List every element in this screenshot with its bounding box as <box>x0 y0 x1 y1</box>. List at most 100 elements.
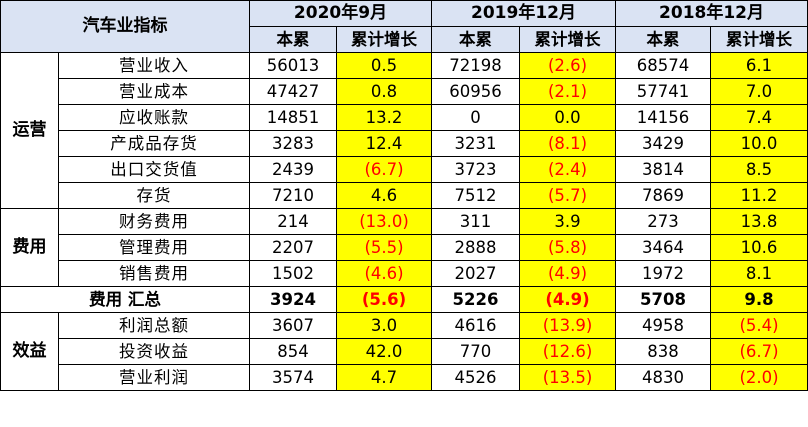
growth-value: (2.1) <box>518 78 617 105</box>
table-row: 管理费用 2207 (5.5) 2888 (5.8) 3464 10.6 <box>1 234 808 261</box>
cumulative-value: 214 <box>249 208 337 235</box>
growth-value: 4.6 <box>336 182 432 209</box>
table-row: 费用 汇总 3924 (5.6) 5226 (4.9) 5708 9.8 <box>0 286 808 313</box>
cumulative-value: 1502 <box>249 260 337 287</box>
cumulative-value: 3723 <box>431 156 520 183</box>
cumulative-value: 56013 <box>249 52 337 79</box>
growth-value: 10.0 <box>710 130 808 157</box>
growth-value: (5.6) <box>336 286 432 313</box>
cumulative-value: 5708 <box>615 286 712 313</box>
cumulative-value: 770 <box>431 338 520 365</box>
growth-value: (5.4) <box>710 312 808 339</box>
growth-value: 12.4 <box>336 130 432 157</box>
row-label: 销售费用 <box>58 260 250 287</box>
cumulative-value: 47427 <box>249 78 337 105</box>
cumulative-value: 311 <box>431 208 520 235</box>
subcol-cumulative: 本累 <box>249 26 337 53</box>
cumulative-value: 3924 <box>249 286 337 313</box>
subcol-growth: 累计增长 <box>518 26 617 53</box>
growth-value: 0.5 <box>336 52 432 79</box>
auto-industry-indicator-table: 汽车业指标 2020年9月 2019年12月 2018年12月 本累 累计增长 … <box>0 0 808 391</box>
table-row: 营业利润 3574 4.7 4526 (13.5) 4830 (2.0) <box>1 364 808 391</box>
table-row: 效益 利润总额 3607 3.0 4616 (13.9) 4958 (5.4) <box>0 312 808 391</box>
growth-value: 3.0 <box>336 312 432 339</box>
row-label: 财务费用 <box>58 208 250 235</box>
growth-value: 0.0 <box>518 104 617 131</box>
row-label: 产成品存货 <box>58 130 250 157</box>
growth-value: (13.5) <box>518 364 617 391</box>
row-label: 营业利润 <box>58 364 250 391</box>
cumulative-value: 2439 <box>249 156 337 183</box>
row-label: 出口交货值 <box>58 156 250 183</box>
growth-value: 7.4 <box>710 104 808 131</box>
cumulative-value: 7512 <box>431 182 520 209</box>
growth-value: (13.9) <box>518 312 617 339</box>
growth-value: 0.8 <box>336 78 432 105</box>
row-label: 管理费用 <box>58 234 250 261</box>
growth-value: 42.0 <box>336 338 432 365</box>
cumulative-value: 57741 <box>615 78 712 105</box>
cumulative-value: 5226 <box>431 286 520 313</box>
growth-value: (2.6) <box>518 52 617 79</box>
growth-value: (8.1) <box>518 130 617 157</box>
growth-value: (13.0) <box>336 208 432 235</box>
cumulative-value: 2207 <box>249 234 337 261</box>
row-label: 费用 汇总 <box>0 286 250 313</box>
cumulative-value: 0 <box>431 104 520 131</box>
cumulative-value: 854 <box>249 338 337 365</box>
table-row: 存货 7210 4.6 7512 (5.7) 7869 11.2 <box>1 182 808 209</box>
cumulative-value: 14851 <box>249 104 337 131</box>
cumulative-value: 4958 <box>615 312 712 339</box>
cumulative-value: 838 <box>615 338 712 365</box>
row-label: 应收账款 <box>58 104 250 131</box>
cumulative-value: 3464 <box>615 234 712 261</box>
growth-value: 7.0 <box>710 78 808 105</box>
subcol-cumulative: 本累 <box>615 26 712 53</box>
growth-value: (5.5) <box>336 234 432 261</box>
table-row: 销售费用 1502 (4.6) 2027 (4.9) 1972 8.1 <box>1 260 808 287</box>
growth-value: (4.9) <box>518 286 617 313</box>
cumulative-value: 2027 <box>431 260 520 287</box>
growth-value: 13.8 <box>710 208 808 235</box>
table-row: 投资收益 854 42.0 770 (12.6) 838 (6.7) <box>1 338 808 365</box>
growth-value: (6.7) <box>336 156 432 183</box>
row-label: 利润总额 <box>58 312 250 339</box>
row-label: 营业收入 <box>58 52 250 79</box>
row-label: 营业成本 <box>58 78 250 105</box>
cumulative-value: 7869 <box>615 182 712 209</box>
table-title: 汽车业指标 <box>0 0 250 53</box>
table-row: 出口交货值 2439 (6.7) 3723 (2.4) 3814 8.5 <box>1 156 808 183</box>
category-label: 运营 <box>0 52 59 209</box>
growth-value: 3.9 <box>518 208 617 235</box>
cumulative-value: 2888 <box>431 234 520 261</box>
growth-value: 4.7 <box>336 364 432 391</box>
cumulative-value: 3283 <box>249 130 337 157</box>
growth-value: (4.9) <box>518 260 617 287</box>
growth-value: 8.1 <box>710 260 808 287</box>
growth-value: (6.7) <box>710 338 808 365</box>
cumulative-value: 1972 <box>615 260 712 287</box>
category-label: 效益 <box>0 312 59 391</box>
growth-value: 8.5 <box>710 156 808 183</box>
row-label: 投资收益 <box>58 338 250 365</box>
growth-value: (12.6) <box>518 338 617 365</box>
cumulative-value: 3607 <box>249 312 337 339</box>
growth-value: (4.6) <box>336 260 432 287</box>
cumulative-value: 4526 <box>431 364 520 391</box>
cumulative-value: 68574 <box>615 52 712 79</box>
cumulative-value: 60956 <box>431 78 520 105</box>
header-row-subcols: 本累 累计增长 本累 累计增长 本累 累计增长 <box>1 26 808 53</box>
table-body: 运营 营业收入 56013 0.5 72198 (2.6) 68574 6.1 营业成本 4742… <box>0 52 808 391</box>
table-row: 费用 财务费用 214 (13.0) 311 3.9 273 13.8 <box>0 208 808 287</box>
growth-value: (2.4) <box>518 156 617 183</box>
cumulative-value: 72198 <box>431 52 520 79</box>
cumulative-value: 14156 <box>615 104 712 131</box>
growth-value: (2.0) <box>710 364 808 391</box>
cumulative-value: 4616 <box>431 312 520 339</box>
cumulative-value: 3814 <box>615 156 712 183</box>
subcol-growth: 累计增长 <box>710 26 808 53</box>
table-row: 营业成本 47427 0.8 60956 (2.1) 57741 7.0 <box>1 78 808 105</box>
cumulative-value: 7210 <box>249 182 337 209</box>
cumulative-value: 3231 <box>431 130 520 157</box>
cumulative-value: 3429 <box>615 130 712 157</box>
